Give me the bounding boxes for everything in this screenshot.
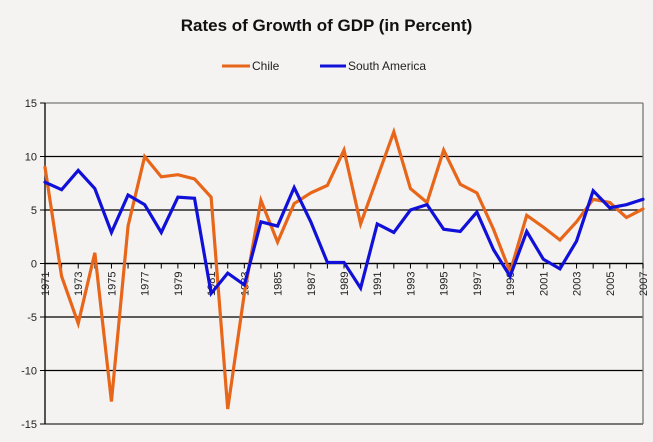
x-tick-labels: 1971 1973 1975 1977 1979 1981 1983 1985 1987 1989… bbox=[40, 272, 650, 296]
x-tick-label: 2007 bbox=[638, 272, 650, 296]
legend-label-chile: Chile bbox=[252, 59, 280, 73]
y-tick-label: 5 bbox=[31, 205, 37, 217]
x-tick-label: 1971 bbox=[40, 272, 52, 296]
x-tick-label: 2001 bbox=[538, 272, 550, 296]
x-tick-label: 1979 bbox=[173, 272, 185, 296]
y-tick-label: 10 bbox=[25, 152, 37, 164]
legend-item-south-america: South America bbox=[320, 59, 426, 73]
x-tick-label: 2003 bbox=[572, 272, 584, 296]
x-tick-label: 1985 bbox=[273, 272, 285, 296]
x-tick-label: 1975 bbox=[106, 272, 118, 296]
series bbox=[43, 126, 645, 410]
x-tick-label: 1999 bbox=[505, 272, 517, 296]
x-tick-label: 1993 bbox=[405, 272, 417, 296]
x-tick-label: 1991 bbox=[372, 272, 384, 296]
x-tick-label: 1977 bbox=[140, 272, 152, 296]
x-tick-label: 1987 bbox=[306, 272, 318, 296]
chart-title: Rates of Growth of GDP (in Percent) bbox=[180, 16, 473, 35]
y-tick-labels: 15 10 5 0 -5 -10 -15 bbox=[21, 98, 37, 431]
legend: Chile South America bbox=[222, 59, 426, 73]
x-tick-label: 1973 bbox=[73, 272, 85, 296]
x-tick-label: 1995 bbox=[439, 272, 451, 296]
y-tick-label: -15 bbox=[21, 419, 37, 431]
y-tick-label: -5 bbox=[27, 312, 37, 324]
y-tick-label: -10 bbox=[21, 366, 37, 378]
legend-item-chile: Chile bbox=[222, 59, 280, 73]
x-tick-label: 1997 bbox=[472, 272, 484, 296]
y-tick-label: 0 bbox=[31, 259, 37, 271]
series-line-chile bbox=[43, 126, 645, 410]
x-tick-label: 2005 bbox=[605, 272, 617, 296]
y-tick-label: 15 bbox=[25, 98, 37, 110]
x-tick-label: 1989 bbox=[339, 272, 351, 296]
legend-label-south-america: South America bbox=[348, 59, 426, 73]
